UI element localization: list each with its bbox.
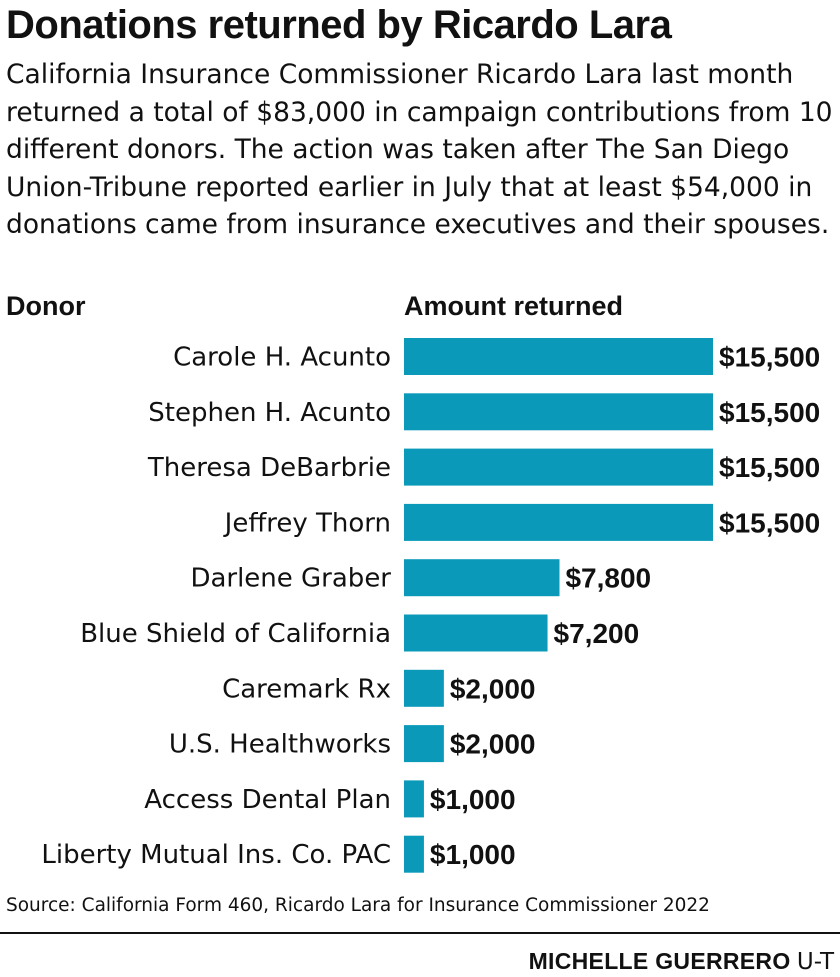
donor-label: Access Dental Plan [144,785,391,815]
amount-value-label: $15,500 [719,342,820,373]
amount-value-label: $7,200 [554,618,640,649]
amount-value-label: $1,000 [430,784,516,815]
amount-bar [404,669,444,707]
donor-column-header: Donor [6,291,86,321]
credit-name: MICHELLE GUERRERO [528,948,791,974]
chart-subtitle: California Insurance Commissioner Ricard… [6,59,833,241]
donor-label: U.S. Healthworks [169,730,391,760]
amount-bar [404,559,560,597]
amount-value-label: $2,000 [450,729,536,760]
donor-label: Liberty Mutual Ins. Co. PAC [41,840,391,870]
amount-bar [404,393,713,431]
chart-title: Donations returned by Ricardo Lara [6,3,672,47]
credit-org: U-T [796,949,834,975]
donor-label: Carole H. Acunto [173,343,391,373]
amount-value-label: $15,500 [719,397,820,428]
donor-label: Caremark Rx [222,674,391,704]
amount-value-label: $7,800 [565,563,651,594]
donor-label: Darlene Graber [190,564,391,594]
credit-line: MICHELLE GUERRERO U-T [529,947,834,976]
donor-label: Blue Shield of California [80,619,391,649]
donor-label: Theresa DeBarbrie [147,453,391,483]
donor-label: Jeffrey Thorn [223,508,391,538]
amount-bar [404,448,713,486]
amount-bar [404,725,444,763]
amount-value-label: $15,500 [719,507,820,538]
donor-label: Stephen H. Acunto [148,398,391,428]
amount-bar [404,338,713,375]
amount-value-label: $2,000 [450,673,536,704]
footer-divider [0,932,840,934]
amount-bar [404,614,548,652]
amount-bar [404,835,424,873]
amount-bar [404,503,713,541]
amount-value-label: $15,500 [719,452,820,483]
amount-column-header: Amount returned [404,291,623,321]
amount-bar [404,780,424,818]
amount-value-label: $1,000 [430,839,516,870]
source-note: Source: California Form 460, Ricardo Lar… [6,895,710,916]
